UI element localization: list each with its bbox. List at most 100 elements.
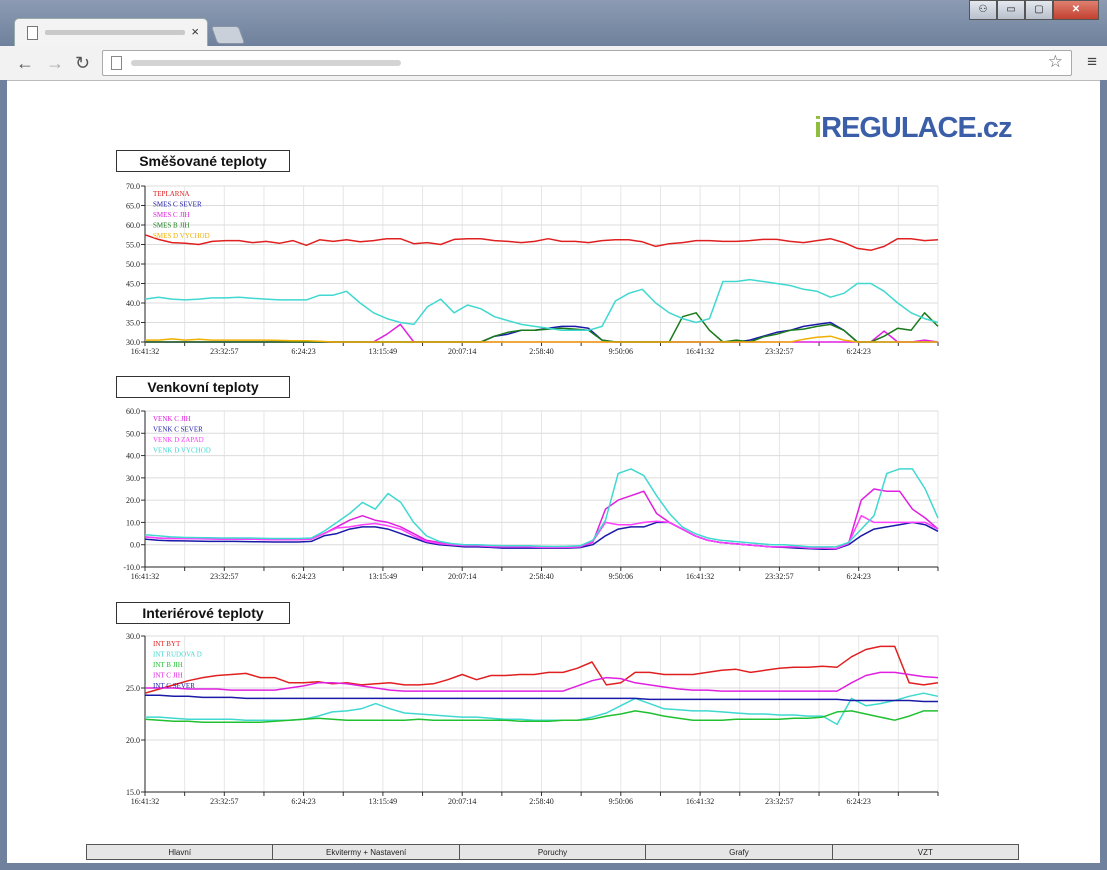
x-tick-label: 6:24:23 xyxy=(846,347,870,356)
forward-icon[interactable]: → xyxy=(46,53,64,73)
url-redacted xyxy=(131,60,401,66)
legend-entry: SMES C JIH xyxy=(153,211,190,219)
chart-mixed-temperatures: 16:41:32 23:32:57 6:24:23 13:15:49 20:07:14 2… xyxy=(126,182,939,356)
chart-title-outdoor: Venkovní teploty xyxy=(116,376,290,398)
y-tick-label: 0.0 xyxy=(130,541,140,550)
close-window-button[interactable]: ✕ xyxy=(1053,0,1099,20)
x-tick-label: 2:58:40 xyxy=(529,347,553,356)
x-tick-label: 2:58:40 xyxy=(529,797,553,806)
y-tick-label: 30.0 xyxy=(126,474,140,483)
x-tick-label: 20:07:14 xyxy=(448,572,476,581)
series-line xyxy=(144,468,939,548)
y-tick-label: 50.0 xyxy=(126,260,140,269)
page-icon xyxy=(27,26,38,40)
legend-entry: TEPLARNA xyxy=(153,190,190,198)
y-tick-label: -10.0 xyxy=(123,563,140,572)
series-line xyxy=(145,335,938,343)
logo-name: REGULACE xyxy=(821,112,977,144)
x-tick-label: 6:24:23 xyxy=(291,797,315,806)
x-tick-label: 16:41:32 xyxy=(686,347,714,356)
x-tick-label: 23:32:57 xyxy=(210,572,238,581)
maximize-button[interactable]: ▢ xyxy=(1025,0,1053,20)
y-tick-label: 55.0 xyxy=(126,241,140,250)
x-tick-label: 20:07:14 xyxy=(448,347,476,356)
legend-entry: VENK C JIH xyxy=(153,415,191,423)
y-tick-label: 60.0 xyxy=(126,221,140,230)
x-tick-label: 23:32:57 xyxy=(765,797,793,806)
bottom-navigation: Hlavní Ekvitermy + Nastavení Poruchy Gra… xyxy=(86,844,1020,860)
chart-outdoor-temperatures: 16:41:32 23:32:57 6:24:23 13:15:49 20:07:14 2… xyxy=(123,407,939,581)
window-border xyxy=(0,80,7,870)
x-tick-label: 9:50:06 xyxy=(609,347,633,356)
x-tick-label: 6:24:23 xyxy=(291,572,315,581)
x-tick-label: 20:07:14 xyxy=(448,797,476,806)
x-tick-label: 6:24:23 xyxy=(291,347,315,356)
y-tick-label: 70.0 xyxy=(126,182,140,191)
legend-entry: INT RUDOVA D xyxy=(153,651,202,659)
y-tick-label: 50.0 xyxy=(126,429,140,438)
window-controls: ⚇ ▭ ▢ ✕ xyxy=(969,0,1099,20)
window-border xyxy=(0,863,1107,870)
logo-suffix: .cz xyxy=(975,112,1013,144)
legend-entry: VENK D VYCHOD xyxy=(153,447,211,455)
y-tick-label: 40.0 xyxy=(126,299,140,308)
series-line xyxy=(145,671,939,692)
bookmark-star-icon[interactable]: ☆ xyxy=(1047,52,1063,71)
y-tick-label: 60.0 xyxy=(126,407,140,416)
x-tick-label: 16:41:32 xyxy=(131,347,159,356)
legend-entry: INT C JIH xyxy=(153,672,183,680)
iregulace-logo[interactable]: iREGULACE.cz xyxy=(814,112,1013,145)
minimize-button[interactable]: ▭ xyxy=(997,0,1025,20)
series-line xyxy=(144,645,939,694)
y-tick-label: 45.0 xyxy=(126,280,140,289)
nav-vzt[interactable]: VZT xyxy=(831,844,1020,860)
x-tick-label: 23:32:57 xyxy=(210,347,238,356)
legend-entry: SMES D VYCHOD xyxy=(153,232,210,240)
x-tick-label: 16:41:32 xyxy=(686,572,714,581)
y-tick-label: 20.0 xyxy=(126,496,140,505)
x-tick-label: 13:15:49 xyxy=(369,572,397,581)
nav-hlavni[interactable]: Hlavní xyxy=(86,844,274,860)
nav-poruchy[interactable]: Poruchy xyxy=(458,844,647,860)
reload-icon[interactable]: ↻ xyxy=(75,53,91,73)
menu-icon[interactable]: ≡ xyxy=(1087,52,1097,71)
chart-title-interior: Interiérové teploty xyxy=(116,602,290,624)
y-tick-label: 30.0 xyxy=(126,632,140,641)
x-tick-label: 23:32:57 xyxy=(765,347,793,356)
nav-grafy[interactable]: Grafy xyxy=(645,844,833,860)
nav-ekvitermy[interactable]: Ekvitermy + Nastavení xyxy=(272,844,460,860)
x-tick-label: 23:32:57 xyxy=(210,797,238,806)
legend-entry: SMES C SEVER xyxy=(153,201,202,209)
y-tick-label: 25.0 xyxy=(126,684,140,693)
series-line xyxy=(145,692,939,726)
y-tick-label: 20.0 xyxy=(126,736,140,745)
close-tab-icon[interactable]: × xyxy=(191,24,199,39)
x-tick-label: 6:24:23 xyxy=(846,797,870,806)
x-tick-label: 6:24:23 xyxy=(846,572,870,581)
x-tick-label: 2:58:40 xyxy=(529,572,553,581)
series-line xyxy=(145,694,938,703)
series-line xyxy=(145,312,939,343)
legend-entry: INT BYT xyxy=(153,640,181,648)
chart-interior-temperatures: 16:41:32 23:32:57 6:24:23 13:15:49 20:07:14 2… xyxy=(126,632,939,806)
user-icon[interactable]: ⚇ xyxy=(969,0,997,20)
y-tick-label: 35.0 xyxy=(126,319,140,328)
back-icon[interactable]: ← xyxy=(16,53,34,73)
legend-entry: INT B JIH xyxy=(153,661,183,669)
x-tick-label: 16:41:32 xyxy=(686,797,714,806)
browser-tab[interactable]: × xyxy=(14,18,208,47)
legend-entry: SMES B JIH xyxy=(153,222,190,230)
page-icon xyxy=(111,56,122,70)
legend-entry: VENK D ZAPAD xyxy=(153,436,204,444)
series-line xyxy=(144,514,939,550)
x-tick-label: 9:50:06 xyxy=(609,572,633,581)
x-tick-label: 16:41:32 xyxy=(131,572,159,581)
window-border xyxy=(1100,80,1107,870)
address-bar[interactable]: ☆ xyxy=(102,50,1072,76)
x-tick-label: 9:50:06 xyxy=(609,797,633,806)
series-line xyxy=(144,710,938,724)
y-tick-label: 30.0 xyxy=(126,338,140,347)
x-tick-label: 13:15:49 xyxy=(369,797,397,806)
y-tick-label: 15.0 xyxy=(126,788,140,797)
y-tick-label: 65.0 xyxy=(126,202,140,211)
